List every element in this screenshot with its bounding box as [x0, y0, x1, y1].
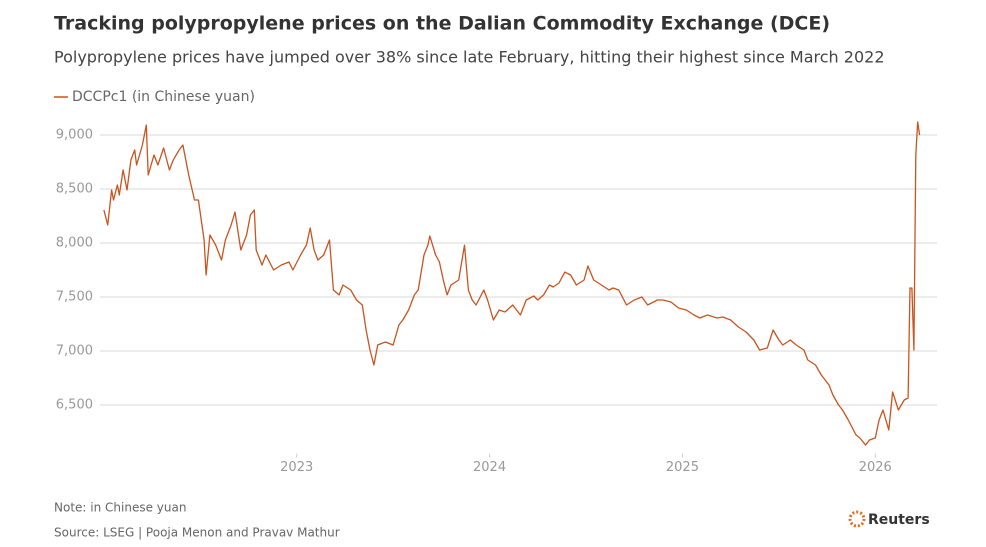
y-tick-label: 6,500	[56, 398, 93, 413]
x-tick-label: 2024	[473, 460, 506, 475]
chart-subtitle: Polypropylene prices have jumped over 38…	[54, 48, 885, 67]
x-tick-label: 2026	[859, 460, 892, 475]
y-tick-label: 9,000	[56, 128, 93, 143]
y-tick-label: 8,500	[56, 182, 93, 197]
series-line	[103, 121, 921, 446]
x-tick-label: 2025	[666, 460, 699, 475]
chart-title: Tracking polypropylene prices on the Dal…	[54, 13, 830, 35]
note: Note: in Chinese yuan	[54, 501, 186, 515]
x-tick-label: 2023	[280, 460, 313, 475]
y-tick-label: 8,000	[56, 236, 93, 251]
brand-logo: Reuters	[848, 510, 930, 528]
y-tick-label: 7,500	[56, 290, 93, 305]
y-tick-label: 7,000	[56, 344, 93, 359]
legend-label: DCCPc1 (in Chinese yuan)	[72, 89, 255, 105]
brand: Reuters	[868, 512, 930, 528]
source: Source: LSEG | Pooja Menon and Pravav Ma…	[54, 526, 340, 540]
